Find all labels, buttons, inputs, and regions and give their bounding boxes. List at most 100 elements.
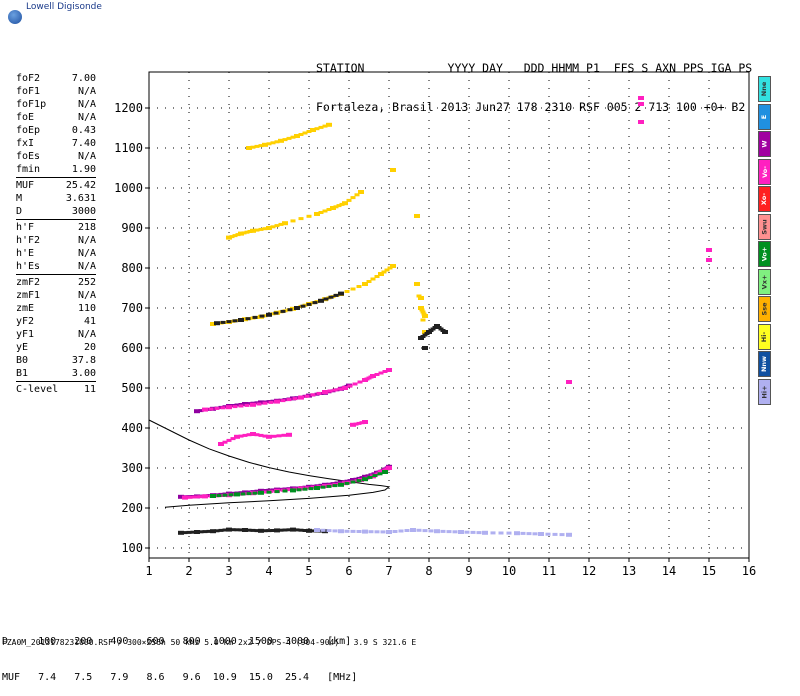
echo-point	[246, 490, 252, 494]
param-separator	[16, 381, 96, 382]
echo-point	[312, 301, 318, 305]
echo-point	[252, 315, 258, 319]
echo-point	[259, 314, 265, 318]
echo-point	[380, 530, 386, 534]
echo-point	[308, 487, 314, 491]
echo-point	[356, 285, 362, 288]
echo-point	[398, 529, 404, 533]
echo-point	[208, 407, 214, 411]
echo-point	[254, 529, 260, 533]
echo-point	[418, 306, 424, 310]
echo-point	[377, 472, 383, 476]
x-tick-label: 15	[702, 564, 716, 578]
echo-point	[266, 434, 272, 439]
logo-text: Lowell Digisonde	[26, 2, 102, 12]
y-tick-label: 500	[121, 381, 143, 395]
echo-point	[194, 409, 200, 414]
echo-point	[282, 528, 288, 532]
echo-point	[270, 225, 276, 229]
echo-point	[238, 434, 244, 438]
param-row: foEp 0.43	[16, 124, 96, 137]
echo-point	[250, 528, 256, 532]
echo-point	[198, 409, 204, 413]
echo-point	[278, 138, 284, 143]
legend-item: Xo-	[758, 186, 771, 212]
echo-point	[226, 235, 232, 240]
echo-point	[294, 528, 300, 532]
param-row: foE N/A	[16, 111, 96, 124]
echo-point	[202, 494, 208, 499]
echo-point	[258, 528, 264, 533]
echo-point	[298, 217, 304, 221]
echo-point	[306, 528, 312, 533]
legend-label: Nnw	[760, 355, 769, 373]
legend-label: Xo-	[760, 192, 769, 206]
echo-point	[334, 481, 340, 485]
echo-point	[318, 211, 324, 214]
x-tick-label: 3	[225, 564, 232, 578]
echo-point	[238, 528, 244, 532]
echo-point	[367, 475, 373, 479]
echo-point	[266, 312, 272, 317]
echo-point	[294, 134, 300, 138]
param-row: foEs N/A	[16, 150, 96, 163]
echo-point	[266, 490, 272, 494]
echo-point	[245, 317, 251, 321]
echo-point	[254, 433, 260, 437]
echo-point	[390, 264, 396, 268]
param-key: h'E	[16, 248, 35, 259]
echo-point	[316, 391, 322, 395]
echo-point	[230, 528, 236, 532]
legend-item: Vo+	[758, 241, 771, 267]
param-value: 11	[83, 384, 96, 395]
echo-point	[228, 493, 234, 497]
echo-point	[250, 145, 256, 149]
echo-point	[266, 226, 272, 230]
echo-point	[220, 320, 226, 324]
param-row: D 3000	[16, 205, 96, 218]
echo-point	[344, 290, 350, 293]
echo-point	[333, 205, 339, 209]
echo-point	[274, 224, 280, 228]
x-tick-label: 7	[385, 564, 392, 578]
echo-point	[344, 481, 350, 485]
echo-point	[298, 133, 304, 136]
echo-point	[226, 438, 232, 442]
echo-point	[706, 248, 712, 252]
echo-point	[286, 528, 292, 532]
echo-point	[296, 488, 302, 492]
echo-point	[362, 477, 368, 482]
echo-point	[374, 275, 380, 278]
echo-point	[638, 120, 644, 124]
echo-point	[244, 403, 250, 407]
param-value: 41	[83, 316, 96, 327]
echo-point	[310, 529, 316, 533]
param-key: zmF2	[16, 277, 41, 288]
echo-point	[292, 397, 298, 401]
param-row: h'Es N/A	[16, 260, 96, 273]
echo-point	[302, 487, 308, 491]
echo-point	[362, 420, 368, 424]
legend-label: Sse	[760, 302, 769, 316]
echo-point	[526, 532, 532, 536]
echo-point	[332, 484, 338, 488]
param-key: zmE	[16, 303, 35, 314]
param-separator	[16, 219, 96, 220]
echo-point	[270, 529, 276, 532]
x-tick-label: 4	[265, 564, 272, 578]
echo-point	[416, 294, 422, 298]
echo-point	[350, 287, 356, 291]
echo-point	[386, 368, 392, 372]
echo-point	[482, 530, 488, 535]
echo-point	[337, 387, 343, 391]
param-row: foF2 7.00	[16, 72, 96, 85]
param-key: h'F2	[16, 235, 41, 246]
param-value: 1.90	[71, 164, 96, 175]
echo-point	[350, 529, 356, 533]
echo-point	[420, 318, 426, 322]
legend-label: Vo+	[760, 246, 769, 262]
param-key: foEp	[16, 125, 41, 136]
echo-point	[250, 228, 256, 233]
echo-point	[384, 268, 390, 272]
echo-point	[353, 422, 359, 426]
